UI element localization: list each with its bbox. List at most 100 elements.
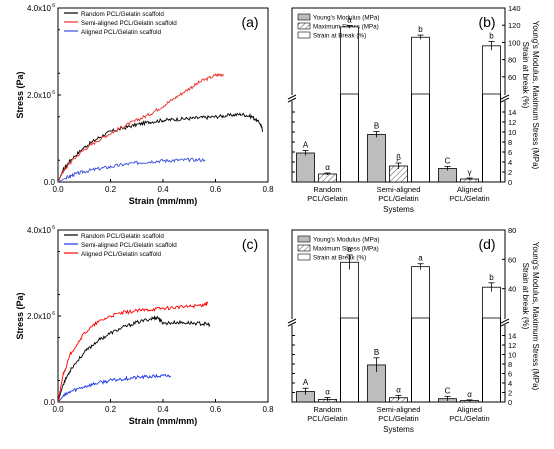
category-label: PCL/Gelatin — [449, 194, 489, 203]
bar — [318, 173, 337, 183]
y2-axis-label: Strain at break (%) — [521, 263, 530, 330]
axis-break-mark — [500, 97, 510, 103]
significance-label: γ — [468, 168, 472, 177]
category-label: PCL/Gelatin — [378, 194, 418, 203]
bar — [482, 286, 501, 319]
legend-swatch — [297, 22, 311, 30]
y2-axis-label: Strain at break (%) — [521, 42, 530, 109]
category-label: Semi-aligned — [377, 405, 421, 414]
y-tick-label: 0.0 — [44, 178, 56, 187]
significance-label: α — [325, 163, 330, 172]
category-label: Aligned — [457, 185, 482, 194]
panel-label: (a) — [241, 14, 258, 30]
y-tick-label: 4.0x10 — [27, 4, 52, 13]
y2-axis-label: Young's Modulus, Maximum Stress (MPa) — [531, 242, 540, 391]
significance-label: β — [396, 153, 401, 162]
axis-break-mark — [287, 94, 297, 100]
x-axis-label: Strain (mm/mm) — [129, 196, 198, 206]
bar — [367, 134, 386, 183]
significance-label: C — [445, 157, 451, 166]
series-line — [57, 112, 264, 183]
y2-tick-label: 14 — [508, 108, 516, 117]
x-tick-label: 0.2 — [105, 185, 117, 194]
bar — [411, 266, 430, 319]
significance-label: b — [489, 32, 494, 41]
category-label: PCL/Gelatin — [449, 414, 489, 423]
bar — [482, 45, 501, 95]
significance-label: A — [303, 378, 309, 387]
y-tick-exponent: 6 — [52, 3, 55, 9]
y2-axis-label: Young's Modulus, Maximum Stress (MPa) — [531, 21, 540, 170]
y2-tick-label: 0 — [508, 398, 512, 407]
y2-tick-label: 2 — [508, 168, 512, 177]
series-line — [57, 301, 209, 403]
legend-entry: Random PCL/Gelatin scaffold — [81, 233, 164, 240]
significance-label: α — [467, 390, 472, 399]
y2-tick-label: 10 — [508, 128, 516, 137]
category-label: Random — [313, 405, 341, 414]
x-tick-label: 0.6 — [210, 185, 222, 194]
axis-break-gap — [288, 95, 296, 101]
legend-entry: Aligned PCL/Gelatin scaffold — [81, 251, 162, 258]
x-tick-label: 0.4 — [157, 405, 169, 414]
axis-break-mark — [500, 318, 510, 324]
y2-tick-label: 6 — [508, 370, 512, 379]
y-tick-exponent: 6 — [52, 225, 55, 231]
x-axis-label: Strain (mm/mm) — [129, 416, 198, 426]
category-label: PCL/Gelatin — [307, 414, 347, 423]
significance-label: a — [347, 16, 352, 25]
category-label: PCL/Gelatin — [378, 414, 418, 423]
axis-break-gap — [501, 319, 509, 325]
x-tick-label: 0.4 — [157, 185, 169, 194]
x-axis-label: Systems — [383, 205, 414, 214]
panel-label: (d) — [478, 236, 495, 252]
legend-entry: Random PCL/Gelatin scaffold — [81, 11, 164, 18]
y2-tick-label: 100 — [508, 38, 521, 47]
y-tick-exponent: 6 — [52, 90, 55, 96]
y2-tick-label: 80 — [508, 56, 516, 65]
significance-label: B — [374, 348, 379, 357]
y-tick-label: 2.0x10 — [27, 91, 52, 100]
legend-swatch — [297, 31, 311, 39]
legend-entry: Semi-aligned PCL/Gelatin scaffold — [81, 20, 177, 27]
x-tick-label: 0.0 — [52, 185, 64, 194]
axis-break-gap — [288, 319, 296, 325]
significance-label: b — [489, 273, 494, 282]
bar — [438, 168, 457, 183]
axis-break-mark — [500, 321, 510, 327]
legend-entry: Maximum Stress (MPa) — [313, 246, 379, 253]
y-axis-label: Stress (Pa) — [15, 71, 25, 118]
legend-entry: Strain at Break (%) — [313, 33, 366, 40]
y2-tick-label: 8 — [508, 360, 512, 369]
y2-tick-label: 4 — [508, 158, 512, 167]
legend-swatch — [297, 253, 311, 261]
y-tick-exponent: 6 — [52, 311, 55, 317]
x-axis-label: Systems — [383, 425, 414, 434]
y2-tick-label: 40 — [508, 285, 516, 294]
category-label: Semi-aligned — [377, 185, 421, 194]
bar — [411, 36, 430, 95]
y2-tick-label: 8 — [508, 138, 512, 147]
bar — [340, 261, 359, 319]
axis-break-mark — [500, 94, 510, 100]
y2-tick-label: 140 — [508, 4, 521, 13]
legend-entry: Strain at Break (%) — [313, 255, 366, 262]
legend-entry: Semi-aligned PCL/Gelatin scaffold — [81, 242, 177, 249]
significance-label: b — [418, 25, 423, 34]
significance-label: B — [374, 122, 379, 131]
axis-break-mark — [287, 318, 297, 324]
category-label: PCL/Gelatin — [307, 194, 347, 203]
significance-label: A — [303, 141, 309, 150]
legend-swatch — [297, 244, 311, 252]
legend-entry: Aligned PCL/Gelatin scaffold — [81, 29, 162, 36]
series-line — [57, 72, 224, 183]
y-tick-label: 0.0 — [44, 398, 56, 407]
series-line — [57, 315, 211, 403]
x-tick-label: 0.8 — [262, 185, 274, 194]
legend-swatch — [297, 235, 311, 243]
panel-label: (c) — [242, 236, 258, 252]
panel-label: (b) — [478, 14, 495, 30]
category-label: Aligned — [457, 405, 482, 414]
series-line — [57, 157, 206, 183]
bar — [296, 152, 315, 183]
